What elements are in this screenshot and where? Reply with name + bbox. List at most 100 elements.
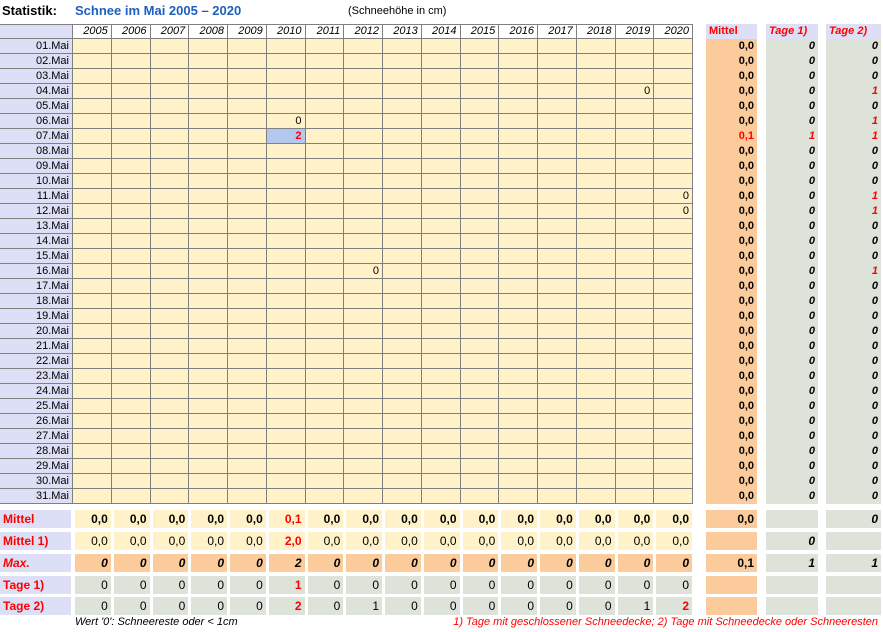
day-cell (383, 489, 422, 504)
day-cell (150, 309, 190, 324)
summary-cell: 0,0 (75, 510, 111, 528)
summary-tage2: 1 (826, 554, 881, 572)
summary-cell: 1 (346, 597, 382, 615)
day-label: 22.Mai (0, 354, 73, 369)
summary-cell: 0 (191, 576, 227, 594)
day-cell (538, 84, 577, 99)
day-tage1: 0 (766, 264, 818, 279)
day-cell (266, 444, 306, 459)
day-label: 23.Mai (0, 369, 73, 384)
day-cell (189, 339, 228, 354)
summary-mittel (706, 597, 757, 615)
sheet-title: Schnee im Mai 2005 – 2020 (75, 2, 242, 18)
day-cell (615, 429, 655, 444)
summary-tage1: 0 (766, 532, 818, 550)
day-cell (615, 219, 655, 234)
day-cell (228, 174, 267, 189)
day-cell (111, 384, 151, 399)
day-tage1: 0 (766, 159, 818, 174)
day-cell (111, 279, 151, 294)
day-tage2: 1 (826, 84, 881, 99)
summary-cell: 0 (578, 554, 615, 572)
day-cell (538, 459, 577, 474)
day-cell (344, 84, 383, 99)
day-cell (189, 384, 228, 399)
year-header: 2008 (189, 24, 228, 39)
day-cell (615, 324, 655, 339)
day-cell (150, 399, 190, 414)
day-cell (499, 114, 538, 129)
day-label: 26.Mai (0, 414, 73, 429)
day-cell (576, 204, 616, 219)
day-cell: 0 (344, 264, 383, 279)
day-cell (538, 129, 577, 144)
summary-cell: 0,0 (385, 510, 421, 528)
day-cell (266, 204, 306, 219)
day-cell (499, 384, 538, 399)
summary-cell: 0,0 (152, 532, 189, 550)
summary-tage1 (766, 510, 818, 528)
summary-tage1: 1 (766, 554, 818, 572)
day-tage2: 1 (826, 129, 881, 144)
summary-cell: 0 (230, 554, 266, 572)
day-cell (499, 399, 538, 414)
day-cell (111, 354, 151, 369)
summary-mittel: 0,0 (706, 510, 757, 528)
day-cell (576, 174, 616, 189)
day-cell (344, 354, 383, 369)
summary-cell: 0 (540, 554, 576, 572)
day-cell: 0 (654, 189, 693, 204)
summary-cell: 2 (656, 597, 692, 615)
day-cell (538, 354, 577, 369)
day-cell (150, 264, 190, 279)
day-cell (111, 144, 151, 159)
day-label: 13.Mai (0, 219, 73, 234)
day-mittel: 0,0 (706, 249, 757, 264)
day-cell (615, 39, 655, 54)
day-cell (383, 324, 422, 339)
day-cell (421, 54, 461, 69)
day-cell (654, 474, 693, 489)
day-mittel: 0,0 (706, 489, 757, 504)
day-cell (460, 279, 500, 294)
day-cell (421, 219, 461, 234)
day-cell (150, 444, 190, 459)
day-tage1: 0 (766, 414, 818, 429)
day-cell (538, 309, 577, 324)
day-cell (654, 219, 693, 234)
day-tage2: 0 (826, 294, 881, 309)
day-cell (150, 99, 190, 114)
day-cell (421, 399, 461, 414)
day-label: 05.Mai (0, 99, 73, 114)
day-cell (615, 174, 655, 189)
day-cell (615, 144, 655, 159)
day-cell (576, 144, 616, 159)
day-cell (654, 354, 693, 369)
day-cell (344, 39, 383, 54)
summary-cell: 0,0 (462, 510, 499, 528)
day-cell (150, 54, 190, 69)
day-cell (111, 264, 151, 279)
day-tage2: 1 (826, 114, 881, 129)
day-cell (499, 489, 538, 504)
day-cell (460, 99, 500, 114)
year-header: 2017 (538, 24, 577, 39)
day-cell (228, 399, 267, 414)
summary-cell: 0 (385, 597, 421, 615)
day-cell (266, 369, 306, 384)
year-header: 2015 (460, 24, 500, 39)
day-label: 28.Mai (0, 444, 73, 459)
day-cell (615, 159, 655, 174)
summary-cell: 0 (152, 576, 189, 594)
day-cell (305, 339, 345, 354)
day-cell (344, 69, 383, 84)
day-cell (266, 249, 306, 264)
day-label: 03.Mai (0, 69, 73, 84)
summary-cell: 0,0 (113, 532, 150, 550)
day-cell (228, 159, 267, 174)
day-cell (73, 414, 112, 429)
day-tage1: 0 (766, 69, 818, 84)
day-cell (111, 474, 151, 489)
day-tage2: 0 (826, 459, 881, 474)
day-cell (111, 114, 151, 129)
